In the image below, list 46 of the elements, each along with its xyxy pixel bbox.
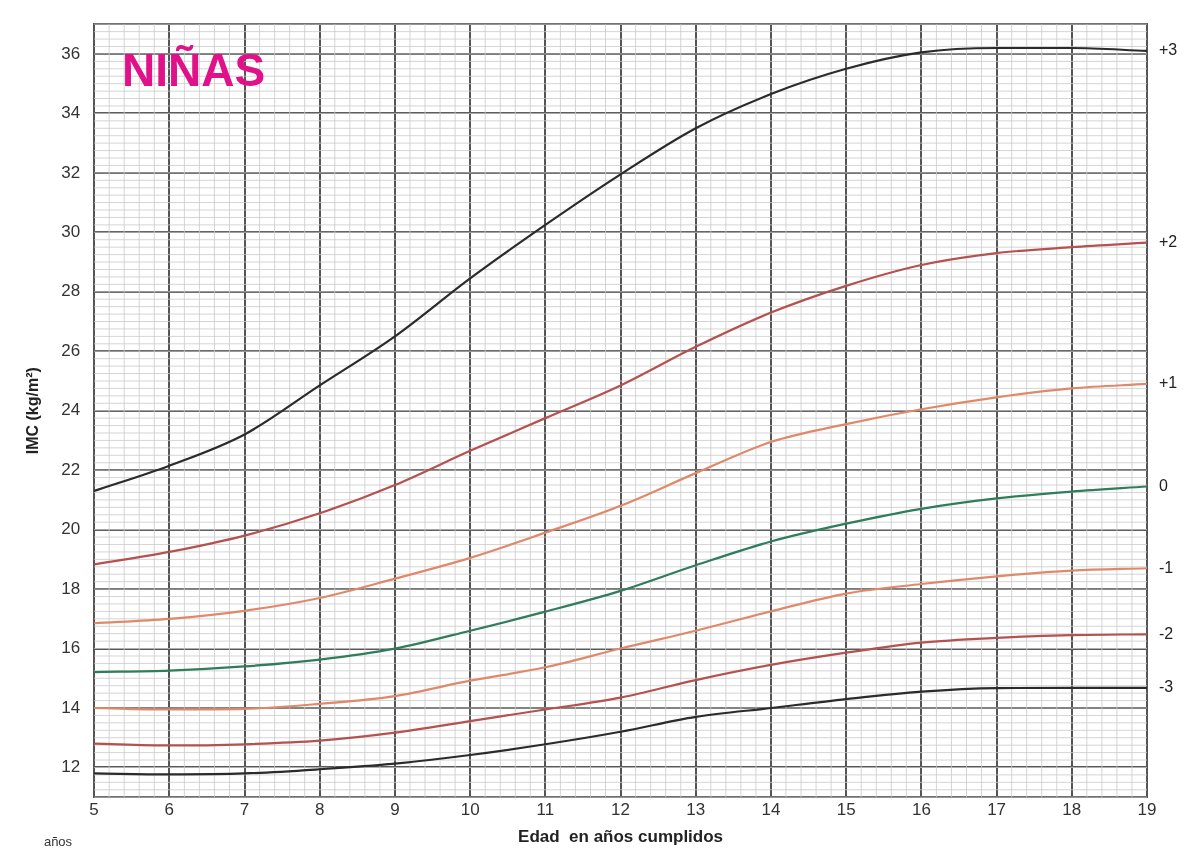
line-series bbox=[94, 241, 1147, 566]
series-label: -2 bbox=[1159, 624, 1174, 642]
y-axis-title: IMC (kg/m²) bbox=[24, 367, 42, 455]
x-axis-title: Edad en años cumplidos bbox=[518, 827, 724, 847]
line-series bbox=[94, 382, 1147, 625]
x-tick-label: 12 bbox=[611, 800, 631, 820]
y-tick-label: 32 bbox=[61, 162, 81, 182]
x-tick-label: 18 bbox=[1062, 800, 1082, 820]
series-label: 0 bbox=[1159, 476, 1168, 494]
x-tick-label: 8 bbox=[314, 800, 325, 820]
line-series bbox=[94, 686, 1147, 776]
x-tick-label: 7 bbox=[239, 800, 250, 820]
series-label: +2 bbox=[1159, 233, 1178, 251]
x-tick-label: 6 bbox=[164, 800, 175, 820]
x-tick-label: 14 bbox=[761, 800, 781, 820]
y-tick-label: 28 bbox=[61, 281, 81, 301]
y-tick-label: 34 bbox=[61, 103, 81, 123]
series-label: -3 bbox=[1159, 678, 1174, 696]
y-tick-label: 22 bbox=[61, 459, 81, 479]
x-tick-label: 13 bbox=[686, 800, 706, 820]
line-series bbox=[94, 567, 1147, 711]
x-tick-label: 16 bbox=[911, 800, 931, 820]
y-tick-label: 14 bbox=[61, 697, 81, 717]
x-tick-label: 9 bbox=[390, 800, 400, 820]
line-series bbox=[94, 485, 1147, 674]
x-tick-label: 17 bbox=[987, 800, 1007, 820]
y-tick-label: 18 bbox=[61, 578, 81, 598]
x-tick-label: 11 bbox=[536, 800, 555, 820]
x-tick-label: 19 bbox=[1137, 800, 1157, 820]
line-series bbox=[94, 633, 1147, 747]
y-tick-label: 36 bbox=[61, 43, 81, 63]
y-tick-label: 12 bbox=[61, 757, 81, 777]
y-tick-label: 20 bbox=[61, 519, 81, 539]
line-series bbox=[94, 46, 1147, 493]
x-tick-label: 10 bbox=[460, 800, 480, 820]
series-label: +3 bbox=[1159, 41, 1178, 59]
y-tick-label: 16 bbox=[61, 638, 81, 658]
x-tick-label: 15 bbox=[836, 800, 856, 820]
x-tick-label: 5 bbox=[89, 800, 99, 820]
y-tick-label: 26 bbox=[61, 340, 81, 360]
series-label: -1 bbox=[1159, 558, 1174, 576]
y-tick-label: 24 bbox=[61, 400, 81, 420]
y-tick-label: 30 bbox=[61, 222, 81, 241]
series-label: +1 bbox=[1159, 374, 1178, 392]
text: años bbox=[43, 833, 73, 849]
chart-title: NIÑAS bbox=[122, 43, 266, 96]
